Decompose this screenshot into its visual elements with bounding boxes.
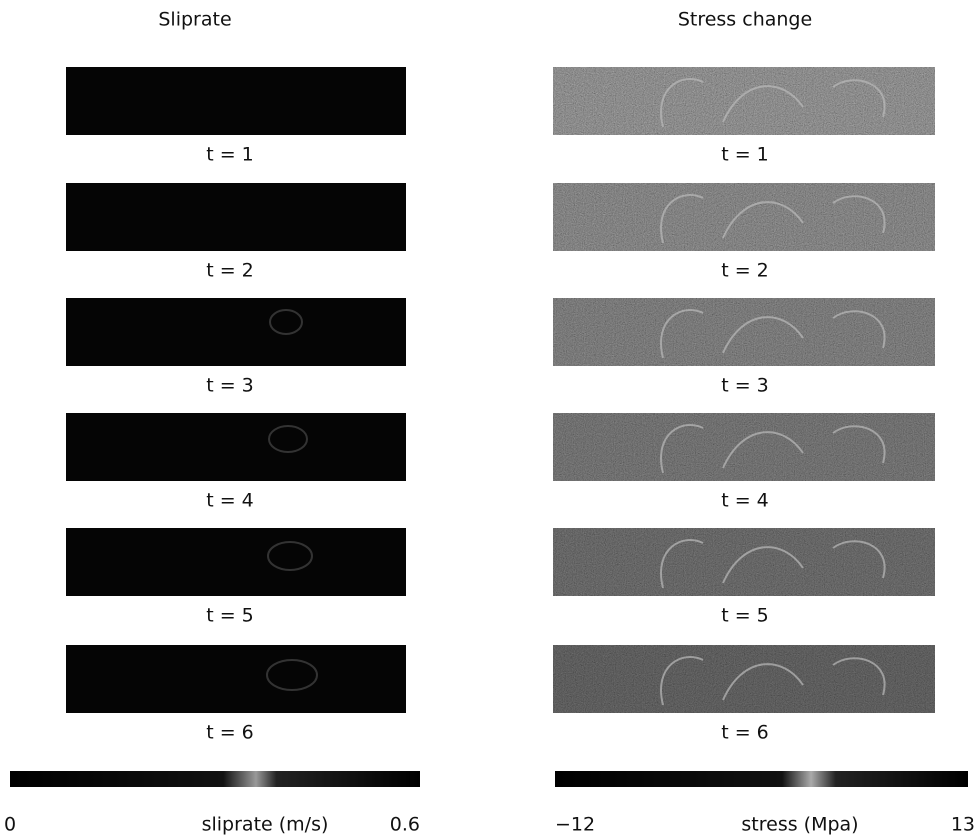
frame-label: t = 3: [206, 375, 254, 397]
stress-frame: [553, 413, 935, 481]
colorbar-label: sliprate (m/s): [202, 814, 329, 836]
colorbar-max: 0.6: [390, 814, 420, 836]
stress-frame: [553, 183, 935, 251]
frame-label: t = 1: [721, 144, 769, 166]
stress-shade: [553, 528, 935, 596]
panel-title: Stress change: [678, 9, 812, 31]
frame-label: t = 4: [206, 490, 254, 512]
sliprate-frame: [66, 67, 406, 135]
sliprate-frame: [66, 298, 406, 366]
colorbar-min: −12: [555, 814, 595, 836]
colorbar: [10, 771, 420, 787]
frame-label: t = 2: [206, 260, 254, 282]
colorbar-label: stress (Mpa): [741, 814, 858, 836]
stress-frame: [553, 67, 935, 135]
stress-shade: [553, 298, 935, 366]
stress-shade: [553, 413, 935, 481]
frame-label: t = 4: [721, 490, 769, 512]
frame-label: t = 5: [721, 605, 769, 627]
sliprate-frame: [66, 645, 406, 713]
colorbar: [555, 771, 968, 787]
stress-shade: [553, 183, 935, 251]
sliprate-frame: [66, 183, 406, 251]
frame-label: t = 2: [721, 260, 769, 282]
page: {"panels": [ {"title": "Sliprate", "fram…: [0, 0, 978, 840]
stress-frame: [553, 645, 935, 713]
stress-frame: [553, 298, 935, 366]
sliprate-frame: [66, 528, 406, 596]
frame-label: t = 6: [206, 722, 254, 744]
stress-frame: [553, 528, 935, 596]
colorbar-min: 0: [4, 814, 16, 836]
figure: Sliprate t = 1 t = 2 t = 3 t = 4 t = 5 t = 6 0 s…: [0, 0, 978, 836]
frame-label: t = 1: [206, 144, 254, 166]
panel-title: Sliprate: [158, 9, 231, 31]
frame-label: t = 6: [721, 722, 769, 744]
colorbar-max: 13: [951, 814, 975, 836]
sliprate-frame: [66, 413, 406, 481]
frame-label: t = 3: [721, 375, 769, 397]
frame-label: t = 5: [206, 605, 254, 627]
stress-shade: [553, 645, 935, 713]
stress-shade: [553, 67, 935, 135]
